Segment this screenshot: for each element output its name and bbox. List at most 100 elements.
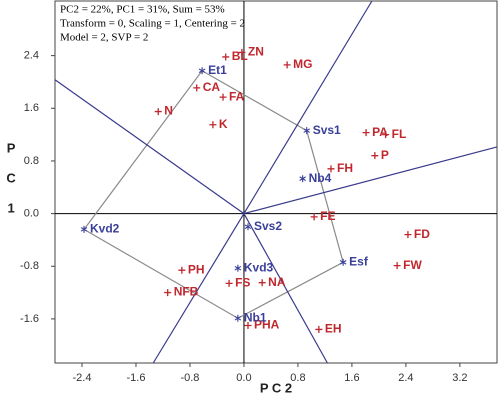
star-mark — [299, 175, 306, 183]
sector-ray — [152, 213, 245, 364]
plus-mark — [362, 129, 370, 137]
point-label: FS — [235, 276, 250, 290]
plus-mark — [244, 321, 252, 329]
y-tick-label: 0.0 — [24, 207, 39, 219]
point-label: CA — [203, 80, 221, 94]
y-tick-label: 2.4 — [24, 50, 39, 62]
plus-mark — [283, 61, 291, 69]
x-tick-label: -0.8 — [180, 372, 199, 384]
genotype-marker — [219, 93, 227, 101]
genotype-marker — [209, 121, 217, 129]
plus-mark — [154, 108, 162, 116]
genotype-marker — [371, 152, 379, 160]
genotype-marker — [225, 279, 233, 287]
star-mark — [244, 223, 252, 231]
environment-marker — [299, 175, 306, 183]
sector-ray — [243, 146, 498, 215]
sector-ray — [243, 213, 328, 364]
genotype-marker — [164, 289, 172, 297]
star-mark — [198, 67, 206, 75]
environment-marker — [80, 225, 88, 233]
plus-mark — [258, 279, 266, 287]
info-line: PC2 = 22%, PC1 = 31%, Sum = 53% — [60, 4, 225, 16]
x-tick-label: 2.4 — [398, 372, 413, 384]
point-label: MG — [293, 57, 312, 71]
environment-marker — [234, 314, 242, 322]
point-label: Kvd2 — [90, 222, 120, 236]
plus-mark — [327, 165, 335, 173]
plus-mark — [238, 48, 246, 56]
x-axis-label: P C 2 — [260, 380, 292, 395]
star-mark — [234, 314, 242, 322]
x-tick-label: -1.6 — [126, 372, 145, 384]
point-label: PHA — [254, 318, 280, 332]
environment-marker — [234, 264, 242, 272]
point-label: ZN — [248, 45, 264, 59]
genotype-marker — [393, 262, 401, 270]
plus-mark — [225, 279, 233, 287]
point-label: Esf — [349, 254, 369, 268]
plus-mark — [315, 325, 323, 333]
plus-mark — [222, 53, 230, 61]
genotype-marker — [178, 266, 186, 274]
point-label: Svs1 — [313, 123, 341, 137]
point-label: Svs2 — [254, 219, 282, 233]
point-label: PA — [372, 125, 388, 139]
plus-mark — [178, 266, 186, 274]
plus-mark — [382, 131, 390, 139]
point-label: NA — [268, 275, 286, 289]
y-tick-label: 0.8 — [24, 155, 39, 167]
genotype-marker — [222, 53, 230, 61]
y-tick-label: 1.6 — [24, 102, 39, 114]
plot-frame — [54, 0, 498, 364]
plus-mark — [219, 93, 227, 101]
point-label: NFB — [174, 285, 199, 299]
environment-marker — [339, 258, 347, 266]
plus-mark — [310, 213, 318, 221]
point-label: FH — [337, 161, 353, 175]
point-label: FW — [403, 258, 422, 272]
point-label: K — [219, 117, 228, 131]
y-tick-label: -0.8 — [20, 260, 39, 272]
environment-marker — [303, 127, 310, 135]
star-mark — [80, 225, 88, 233]
y-tick-label: -1.6 — [20, 313, 39, 325]
x-tick-label: 0.0 — [236, 372, 251, 384]
info-line: Model = 2, SVP = 2 — [60, 32, 148, 44]
star-mark — [303, 127, 310, 135]
genotype-marker — [310, 213, 318, 221]
plus-mark — [404, 231, 412, 239]
star-mark — [234, 264, 242, 272]
genotype-marker — [258, 279, 266, 287]
hull-polygon — [83, 69, 344, 319]
genotype-marker — [404, 231, 412, 239]
environment-marker — [244, 223, 252, 231]
y-axis-label: P C 1 — [4, 141, 19, 216]
point-label: FL — [392, 127, 407, 141]
plus-mark — [393, 262, 401, 270]
star-mark — [339, 258, 347, 266]
point-label: EH — [325, 322, 342, 336]
x-tick-label: 0.8 — [290, 372, 305, 384]
plus-mark — [371, 152, 379, 160]
info-box: PC2 = 22%, PC1 = 31%, Sum = 53% Transform… — [60, 4, 245, 44]
point-label: P — [381, 148, 389, 162]
sector-ray — [243, 0, 373, 214]
genotype-marker — [362, 129, 370, 137]
plus-mark — [209, 121, 217, 129]
genotype-marker — [244, 321, 252, 329]
point-label: BL — [232, 49, 248, 63]
point-label: Kvd3 — [244, 260, 274, 274]
genotype-marker — [315, 325, 323, 333]
point-label: Et1 — [208, 63, 227, 77]
genotype-marker — [238, 48, 246, 56]
genotype-marker — [193, 84, 201, 92]
x-tick-label: 3.2 — [452, 372, 467, 384]
genotype-marker — [283, 61, 291, 69]
plus-mark — [164, 289, 172, 297]
environment-marker — [198, 67, 206, 75]
point-label: N — [164, 104, 173, 118]
point-label: Nb4 — [309, 171, 332, 185]
info-line: Transform = 0, Scaling = 1, Centering = … — [60, 18, 245, 30]
